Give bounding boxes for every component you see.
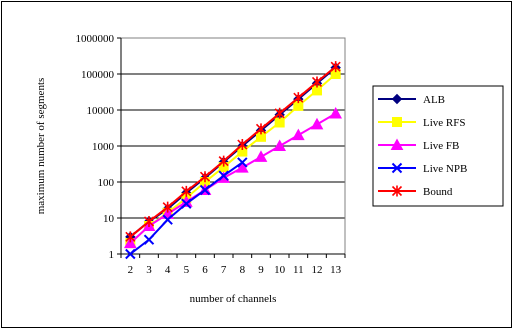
y-tick-label: 1000000: [76, 33, 115, 45]
x-tick-label: 5: [184, 264, 190, 276]
legend-label-alb: ALB: [423, 94, 445, 106]
data-point-bound: [143, 215, 155, 227]
legend-marker-alb: [391, 93, 403, 105]
x-tick-label: 7: [221, 264, 227, 276]
data-point-bound: [255, 123, 267, 135]
data-point-live-fb: [310, 117, 324, 130]
data-point-bound: [311, 76, 323, 88]
x-tick-label: 6: [202, 264, 208, 276]
data-point-live-npb: [199, 184, 211, 196]
series-line-live-fb: [129, 112, 337, 244]
x-tick-label: 9: [258, 264, 264, 276]
data-point-live-npb: [237, 157, 248, 168]
data-point-live-npb: [218, 170, 229, 181]
data-point-live-fb: [123, 236, 137, 249]
legend-label-live-fb: Live FB: [423, 140, 459, 152]
data-point-bound: [293, 92, 304, 104]
data-point-live-rfs: [274, 117, 285, 128]
x-tick-label: 4: [165, 264, 171, 276]
x-tick-label: 8: [240, 264, 246, 276]
y-tick-label: 10000: [87, 105, 115, 117]
y-tick-label: 100: [98, 177, 115, 189]
legend-marker-live-fb: [390, 138, 404, 150]
legend-marker-live-npb: [391, 162, 403, 174]
data-point-bound: [162, 201, 173, 213]
data-point-live-npb: [181, 198, 192, 209]
data-point-bound: [237, 139, 248, 151]
data-point-live-fb: [235, 161, 249, 173]
x-tick-label: 3: [146, 264, 152, 276]
legend-label-live-rfs: Live RFS: [423, 117, 465, 129]
y-tick-label: 1: [109, 249, 115, 261]
data-point-live-fb: [254, 150, 268, 162]
legend-marker-live-rfs: [392, 117, 402, 127]
data-point-live-fb: [273, 139, 287, 151]
data-point-bound: [125, 231, 136, 243]
y-tick-label: 10: [103, 213, 115, 225]
y-tick-label: 1000: [92, 141, 115, 153]
legend-marker-bound: [391, 185, 403, 197]
x-tick-label: 12: [312, 264, 323, 276]
data-point-bound: [218, 155, 229, 167]
data-point-live-fb: [329, 106, 343, 119]
data-point-bound: [274, 107, 285, 119]
legend-label-live-npb: Live NPB: [423, 163, 467, 175]
data-point-bound: [199, 171, 211, 183]
legend-label-bound: Bound: [423, 186, 453, 198]
data-point-bound: [181, 185, 192, 197]
x-tick-label: 10: [274, 264, 286, 276]
data-point-live-npb: [125, 248, 136, 260]
data-point-live-npb: [162, 214, 173, 225]
x-tick-label: 13: [330, 264, 342, 276]
data-point-bound: [330, 61, 341, 73]
series-line-bound: [129, 65, 337, 238]
y-tick-label: 100000: [81, 69, 115, 81]
x-axis-label: number of channels: [190, 293, 277, 305]
x-tick-label: 11: [293, 264, 304, 276]
data-point-live-fb: [291, 128, 305, 141]
data-point-live-npb: [143, 234, 155, 245]
y-axis-label: maximum number of segments: [35, 78, 47, 215]
x-tick-label: 2: [128, 264, 134, 276]
